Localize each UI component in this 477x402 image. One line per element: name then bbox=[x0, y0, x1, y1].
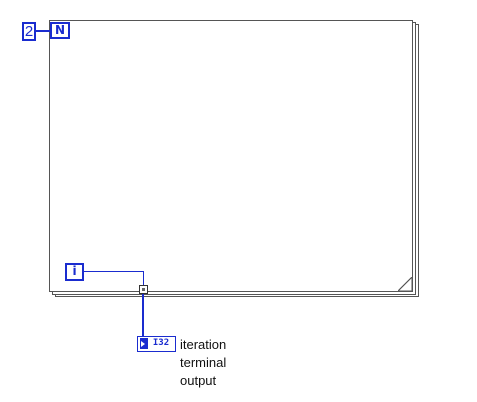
count-wire[interactable] bbox=[36, 30, 50, 32]
iteration-wire-horizontal[interactable] bbox=[84, 271, 144, 272]
for-loop-frame[interactable] bbox=[49, 20, 413, 292]
count-terminal[interactable]: N bbox=[50, 22, 70, 39]
page-fold-icon bbox=[398, 277, 412, 291]
output-wire[interactable] bbox=[142, 294, 144, 336]
indicator-arrow-tip-icon bbox=[141, 341, 145, 347]
indicator-type-label: I32 bbox=[152, 338, 170, 348]
tunnel-indexing-icon bbox=[142, 288, 145, 291]
iteration-wire-vertical[interactable] bbox=[143, 271, 144, 285]
count-constant[interactable]: 2 bbox=[22, 22, 36, 41]
iteration-terminal[interactable]: i bbox=[65, 263, 84, 281]
indicator-label[interactable]: iteration terminal output bbox=[180, 337, 227, 388]
